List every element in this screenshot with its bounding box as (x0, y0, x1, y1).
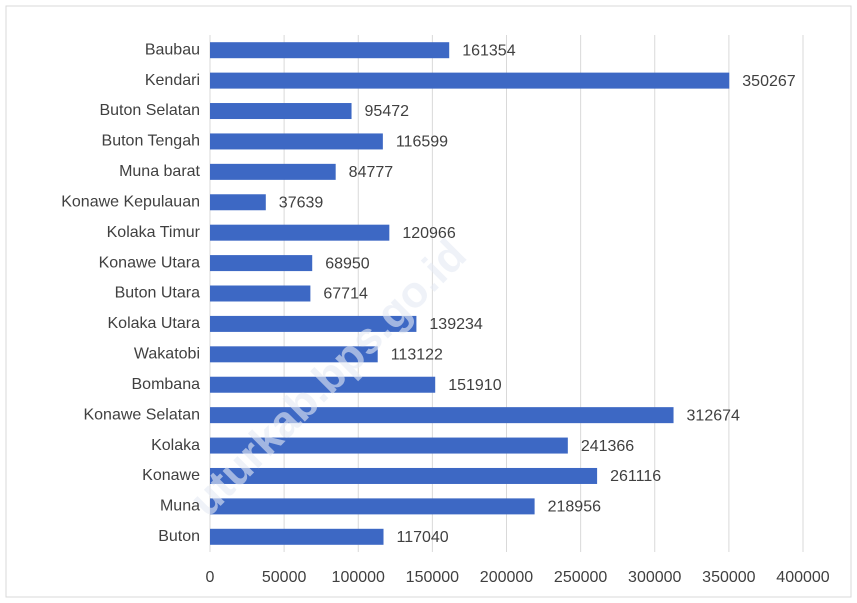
y-tick-label: Kolaka (151, 437, 200, 454)
data-label: 116599 (396, 134, 448, 151)
y-tick-label: Konawe Utara (99, 254, 200, 271)
y-tick-label: Baubau (145, 41, 200, 58)
bar (210, 407, 674, 424)
bar (210, 346, 378, 363)
data-label: 37639 (279, 194, 324, 211)
x-tick-label: 400000 (776, 569, 829, 586)
x-tick-label: 250000 (554, 569, 607, 586)
data-label: 139234 (429, 316, 482, 333)
y-tick-label: Buton Tengah (102, 133, 200, 150)
bar (210, 224, 390, 241)
y-tick-label: Konawe (142, 467, 200, 484)
data-label: 261116 (610, 468, 661, 485)
y-tick-label: Buton Selatan (99, 102, 200, 119)
x-tick-label: 150000 (406, 569, 459, 586)
data-label: 95472 (365, 103, 410, 120)
bar (210, 194, 266, 211)
bar (210, 285, 311, 302)
y-tick-label: Konawe Selatan (83, 406, 200, 423)
bar (210, 467, 598, 484)
y-tick-label: Muna (160, 498, 200, 515)
y-tick-label: Kendari (145, 72, 200, 89)
x-tick-label: 200000 (480, 569, 533, 586)
y-tick-label: Buton Utara (115, 285, 200, 302)
bar (210, 42, 450, 59)
data-label: 113122 (391, 347, 443, 364)
data-label: 312674 (687, 407, 740, 424)
y-tick-label: Bombana (132, 376, 201, 393)
bar (210, 163, 336, 180)
data-label: 84777 (349, 164, 394, 181)
bar (210, 72, 730, 89)
data-label: 120966 (402, 225, 455, 242)
data-label: 161354 (462, 42, 515, 59)
grid (209, 35, 804, 552)
data-label: 117040 (397, 529, 449, 546)
y-tick-label: Buton (158, 528, 200, 545)
x-tick-label: 0 (206, 569, 215, 586)
bar (210, 133, 383, 150)
data-label: 151910 (448, 377, 501, 394)
y-tick-label: Muna barat (119, 163, 200, 180)
y-tick-label: Konawe Kepulauan (61, 193, 200, 210)
y-tick-label: Kolaka Utara (108, 315, 201, 332)
bar (210, 255, 313, 272)
data-label: 241366 (581, 438, 634, 455)
y-tick-label: Kolaka Timur (107, 224, 201, 241)
x-tick-label: 300000 (628, 569, 681, 586)
data-label: 68950 (325, 255, 370, 272)
y-tick-label: Wakatobi (134, 346, 200, 363)
bars (210, 42, 730, 545)
bar (210, 528, 384, 545)
bar (210, 498, 535, 515)
bar (210, 437, 568, 454)
x-tick-label: 50000 (262, 569, 307, 586)
bar (210, 376, 436, 393)
bar (210, 103, 352, 120)
bar (210, 315, 417, 332)
data-label: 67714 (323, 286, 368, 303)
data-label: 350267 (742, 73, 795, 90)
x-tick-label: 100000 (332, 569, 385, 586)
data-label: 218956 (548, 499, 601, 516)
x-tick-label: 350000 (702, 569, 755, 586)
